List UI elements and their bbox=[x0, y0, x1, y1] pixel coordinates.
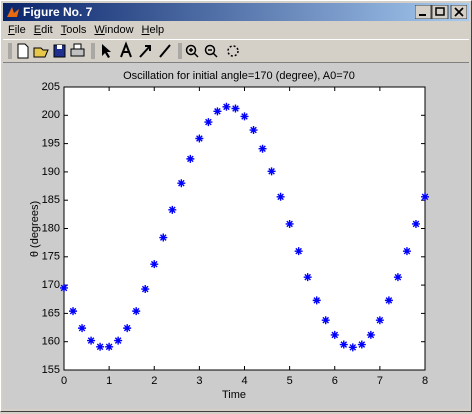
data-point bbox=[132, 307, 141, 316]
toolbar-icons[interactable] bbox=[3, 40, 263, 62]
data-point bbox=[78, 324, 87, 333]
data-point bbox=[411, 219, 420, 228]
menu-item[interactable]: Help bbox=[141, 24, 165, 36]
x-tick-label: 5 bbox=[287, 375, 293, 387]
y-tick-label: 190 bbox=[42, 166, 60, 178]
data-point bbox=[366, 330, 375, 339]
y-tick-label: 185 bbox=[42, 194, 60, 206]
y-tick-label: 170 bbox=[42, 279, 60, 291]
data-point bbox=[141, 285, 150, 294]
data-point bbox=[177, 179, 186, 188]
data-point bbox=[294, 247, 303, 256]
data-point bbox=[186, 154, 195, 163]
data-point bbox=[267, 167, 276, 176]
data-point bbox=[105, 342, 114, 351]
data-point bbox=[330, 330, 339, 339]
data-point bbox=[339, 340, 348, 349]
data-point bbox=[276, 192, 285, 201]
x-tick-label: 3 bbox=[196, 375, 202, 387]
data-point bbox=[168, 205, 177, 214]
y-tick-label: 200 bbox=[42, 109, 60, 121]
data-point bbox=[69, 307, 78, 316]
x-tick-label: 8 bbox=[422, 375, 428, 387]
data-point bbox=[123, 324, 132, 333]
x-axis-label: Time bbox=[222, 389, 246, 401]
data-point bbox=[222, 102, 231, 111]
toolbar bbox=[3, 39, 469, 63]
title-bar: Figure No. 7 bbox=[3, 3, 469, 21]
menu-item[interactable]: Tools bbox=[60, 24, 87, 36]
y-tick-label: 160 bbox=[42, 336, 60, 348]
data-point bbox=[375, 316, 384, 325]
data-point bbox=[402, 247, 411, 256]
figure-area: Oscillation for initial angle=170 (degre… bbox=[3, 63, 469, 409]
data-point bbox=[204, 118, 213, 127]
x-tick-label: 4 bbox=[241, 375, 247, 387]
data-point bbox=[96, 342, 105, 351]
data-point bbox=[384, 296, 393, 305]
window-title: Figure No. 7 bbox=[23, 5, 93, 19]
chart-title: Oscillation for initial angle=170 (degre… bbox=[123, 70, 355, 82]
data-point bbox=[249, 126, 258, 135]
chart: Oscillation for initial angle=170 (degre… bbox=[29, 70, 429, 401]
y-tick-label: 155 bbox=[42, 364, 60, 376]
data-point bbox=[285, 219, 294, 228]
data-point bbox=[393, 273, 402, 282]
y-tick-label: 195 bbox=[42, 138, 60, 150]
data-point bbox=[240, 112, 249, 121]
app-icon bbox=[7, 7, 19, 17]
data-point bbox=[258, 144, 267, 153]
data-point bbox=[60, 283, 68, 292]
y-tick-label: 180 bbox=[42, 222, 60, 234]
menu-item[interactable]: File bbox=[8, 24, 26, 36]
data-point bbox=[357, 340, 366, 349]
data-point bbox=[159, 233, 168, 242]
x-tick-label: 6 bbox=[332, 375, 338, 387]
data-point bbox=[321, 316, 330, 325]
data-point bbox=[312, 296, 321, 305]
window-controls[interactable] bbox=[415, 5, 467, 19]
x-tick-label: 0 bbox=[61, 375, 67, 387]
x-tick-label: 7 bbox=[377, 375, 383, 387]
menu-bar: File Edit Tools Window Help bbox=[5, 21, 169, 39]
plot-area bbox=[63, 86, 426, 371]
data-point bbox=[150, 260, 159, 269]
x-tick-label: 2 bbox=[151, 375, 157, 387]
menu-item[interactable]: Window bbox=[94, 24, 134, 36]
y-tick-label: 165 bbox=[42, 307, 60, 319]
y-tick-label: 205 bbox=[42, 81, 60, 93]
data-point bbox=[231, 104, 240, 113]
menu-item[interactable]: Edit bbox=[33, 24, 53, 36]
x-tick-label: 1 bbox=[106, 375, 112, 387]
y-tick-label: 175 bbox=[42, 251, 60, 263]
data-point bbox=[348, 343, 357, 352]
data-point bbox=[213, 107, 222, 116]
data-point bbox=[87, 336, 96, 345]
data-point bbox=[114, 336, 123, 345]
data-point bbox=[195, 134, 204, 143]
data-point bbox=[303, 273, 312, 282]
y-axis-label: θ (degrees) bbox=[29, 201, 41, 257]
data-point bbox=[421, 192, 429, 201]
